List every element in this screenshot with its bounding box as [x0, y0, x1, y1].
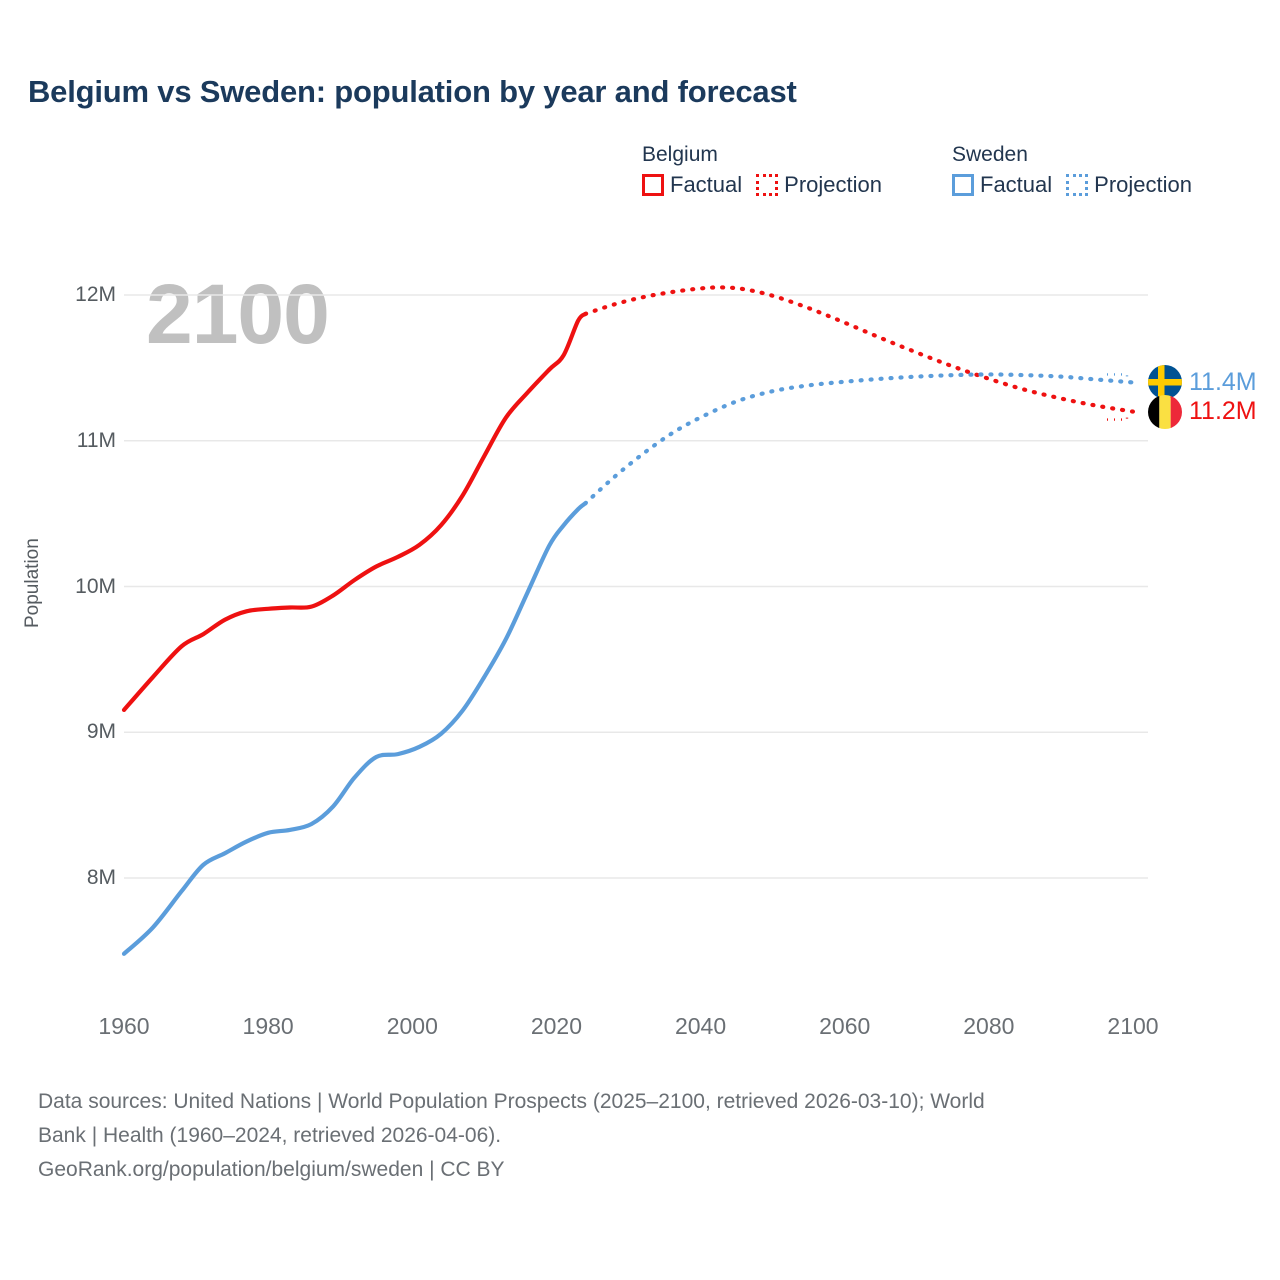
legend-entries-sweden: Factual Projection: [952, 172, 1192, 198]
legend-group-sweden: Sweden Factual Projection: [952, 142, 1192, 198]
page-title: Belgium vs Sweden: population by year an…: [28, 74, 797, 109]
y-tick-label: 8M: [86, 866, 116, 889]
x-tick-label: 1980: [242, 1013, 294, 1039]
chart-svg: [121, 285, 1148, 956]
end-connector-belgium: [1107, 411, 1129, 421]
legend-label-belgium-projection: Projection: [784, 172, 882, 197]
footer-line-3[interactable]: GeoRank.org/population/belgium/sweden | …: [38, 1158, 505, 1181]
series-line-factual-sweden: [121, 501, 588, 956]
end-value-label: 11.2M: [1189, 397, 1257, 426]
legend-item-belgium-projection[interactable]: Projection: [756, 172, 882, 198]
x-tick-label: 2100: [1107, 1013, 1159, 1039]
series-line-projection-belgium: [583, 285, 1136, 414]
sweden-flag-icon: [1148, 365, 1182, 400]
legend-swatch-dotted-icon: [756, 174, 779, 196]
chart-plot-area: 2100 8M 9M 10M 11M 12M 1960 1980 2000 2020 2040 2…: [22, 267, 1257, 1039]
y-tick-label: 10M: [75, 574, 116, 598]
legend-swatch-dotted-icon: [1066, 174, 1089, 196]
series-line-projection-sweden: [583, 372, 1136, 506]
legend-item-sweden-factual[interactable]: Factual: [952, 172, 1052, 198]
y-axis-title: Population: [22, 538, 43, 628]
y-tick-label: 9M: [86, 720, 116, 744]
legend-swatch-solid-icon: [642, 174, 664, 196]
watermark-year: 2100: [146, 267, 330, 361]
legend-item-belgium-factual[interactable]: Factual: [642, 172, 742, 198]
legend-label-sweden-projection: Projection: [1094, 172, 1192, 197]
legend-entries-belgium: Factual Projection: [642, 172, 882, 198]
x-tick-label: 2000: [386, 1013, 438, 1039]
legend-label-sweden-factual: Factual: [980, 172, 1053, 197]
end-label-belgium[interactable]: 11.2M: [1148, 394, 1257, 429]
footer-sources: Data sources: United Nations | World Pop…: [38, 1085, 1238, 1187]
legend-group-belgium: Belgium Factual Projection: [642, 142, 882, 198]
end-label-sweden[interactable]: 11.4M: [1148, 365, 1257, 400]
end-value-label: 11.4M: [1189, 367, 1257, 396]
legend-group-title-sweden: Sweden: [952, 143, 1028, 166]
x-tick-label: 1960: [98, 1013, 150, 1039]
x-tick-label: 2080: [963, 1013, 1015, 1039]
series-line-factual-belgium: [121, 311, 588, 713]
legend-swatch-solid-icon: [952, 174, 974, 196]
footer-line-1: Data sources: United Nations | World Pop…: [38, 1090, 985, 1113]
x-tick-label: 2020: [530, 1013, 583, 1039]
x-tick-label: 2060: [819, 1013, 871, 1039]
x-tick-label: 2040: [674, 1013, 727, 1039]
legend-group-title-belgium: Belgium: [642, 143, 718, 166]
y-tick-label: 12M: [75, 283, 116, 306]
belgium-flag-icon: [1148, 394, 1182, 429]
legend-label-belgium-factual: Factual: [670, 172, 743, 197]
legend-item-sweden-projection[interactable]: Projection: [1066, 172, 1192, 198]
chart-legend: Belgium Factual Projection Sweden Factua…: [642, 142, 1192, 198]
footer-line-2: Bank | Health (1960–2024, retrieved 2026…: [38, 1124, 502, 1147]
y-tick-label: 11M: [76, 428, 116, 452]
